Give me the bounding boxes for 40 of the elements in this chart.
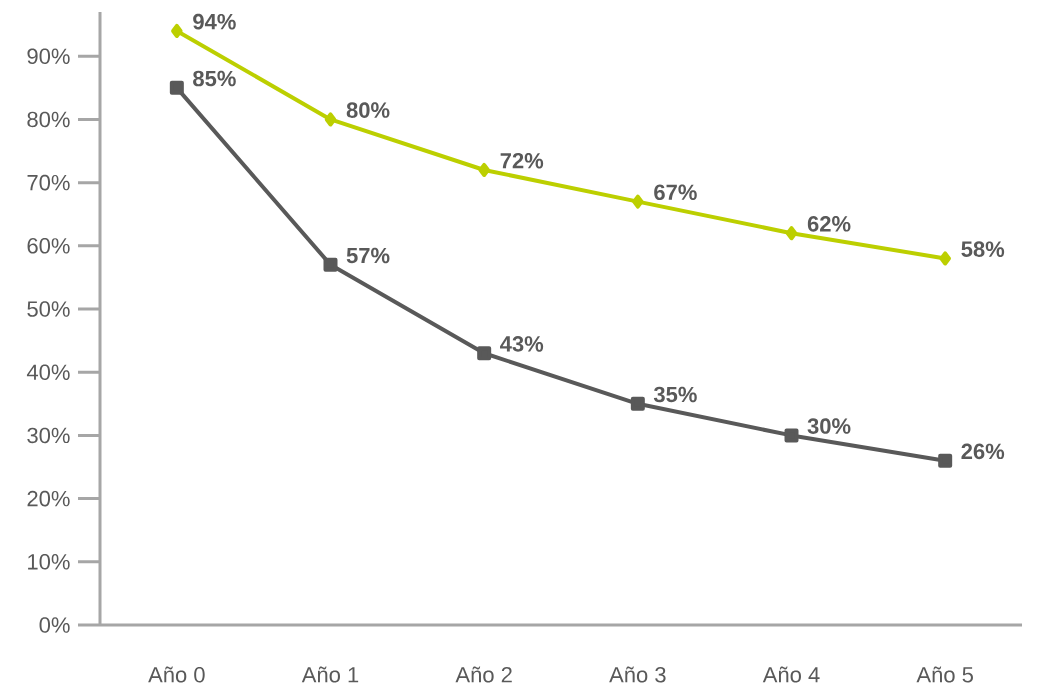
point bbox=[939, 251, 951, 266]
y-tick-label: 70% bbox=[27, 174, 70, 191]
data-label: 57% bbox=[346, 247, 390, 264]
point bbox=[785, 226, 798, 241]
data-label: 67% bbox=[654, 184, 697, 201]
point bbox=[938, 453, 953, 468]
point bbox=[171, 23, 183, 38]
x-tick-label: Año 1 bbox=[301, 666, 359, 683]
data-label: 72% bbox=[500, 152, 544, 169]
y-tick-label: 20% bbox=[27, 490, 70, 507]
point bbox=[323, 257, 338, 272]
y-tick-label: 60% bbox=[27, 238, 70, 254]
data-label: 26% bbox=[961, 443, 1005, 460]
x-tick-label: Año 3 bbox=[609, 666, 666, 683]
data-label: 58% bbox=[961, 241, 1005, 257]
point bbox=[324, 112, 337, 127]
data-label: 30% bbox=[807, 418, 851, 434]
y-tick-label: 10% bbox=[28, 554, 70, 570]
data-label: 43% bbox=[500, 336, 544, 352]
point bbox=[478, 162, 490, 177]
data-label: 35% bbox=[653, 386, 697, 403]
x-tick-label: Año 0 bbox=[148, 666, 205, 683]
y-tick-label: 30% bbox=[27, 427, 70, 444]
point bbox=[784, 428, 799, 443]
data-label: 85% bbox=[193, 70, 236, 87]
data-label: 80% bbox=[346, 102, 390, 118]
y-tick-label: 50% bbox=[27, 301, 70, 317]
x-tick-label: Año 5 bbox=[916, 666, 973, 683]
y-tick-label: 80% bbox=[27, 111, 70, 128]
x-tick-label: Año 4 bbox=[762, 666, 820, 683]
x-tick-label: Año 2 bbox=[455, 666, 512, 683]
data-label: 62% bbox=[807, 216, 851, 232]
point bbox=[477, 346, 492, 361]
y-tick-label: 40% bbox=[26, 364, 70, 381]
y-tick-label: 90% bbox=[27, 48, 70, 65]
point bbox=[169, 80, 184, 95]
point bbox=[632, 194, 644, 209]
point bbox=[630, 396, 645, 411]
y-tick-label: 0% bbox=[39, 617, 70, 633]
data-label: 94% bbox=[193, 13, 236, 30]
